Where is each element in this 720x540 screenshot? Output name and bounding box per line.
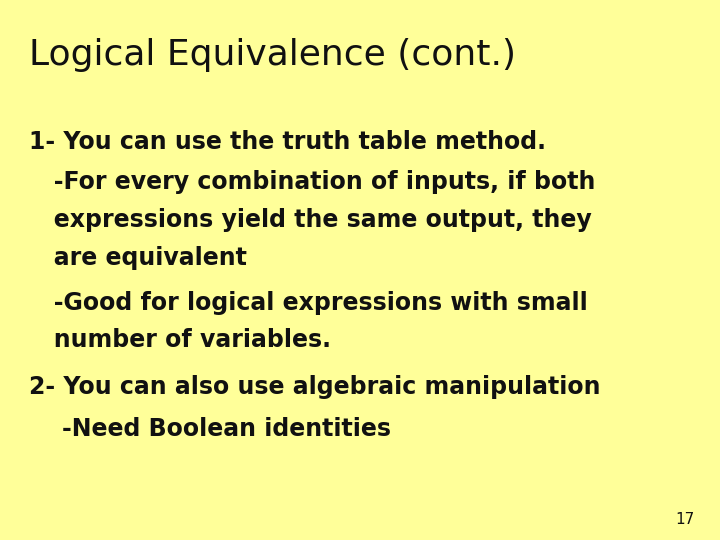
Text: Logical Equivalence (cont.): Logical Equivalence (cont.): [29, 38, 516, 72]
Text: 17: 17: [675, 511, 695, 526]
Text: 1- You can use the truth table method.: 1- You can use the truth table method.: [29, 130, 546, 153]
Text: -Good for logical expressions with small: -Good for logical expressions with small: [29, 291, 588, 314]
Text: number of variables.: number of variables.: [29, 328, 330, 352]
Text: are equivalent: are equivalent: [29, 246, 247, 269]
Text: expressions yield the same output, they: expressions yield the same output, they: [29, 208, 592, 232]
Text: 2- You can also use algebraic manipulation: 2- You can also use algebraic manipulati…: [29, 375, 600, 399]
Text: -For every combination of inputs, if both: -For every combination of inputs, if bot…: [29, 170, 595, 194]
Text: -Need Boolean identities: -Need Boolean identities: [29, 417, 391, 441]
